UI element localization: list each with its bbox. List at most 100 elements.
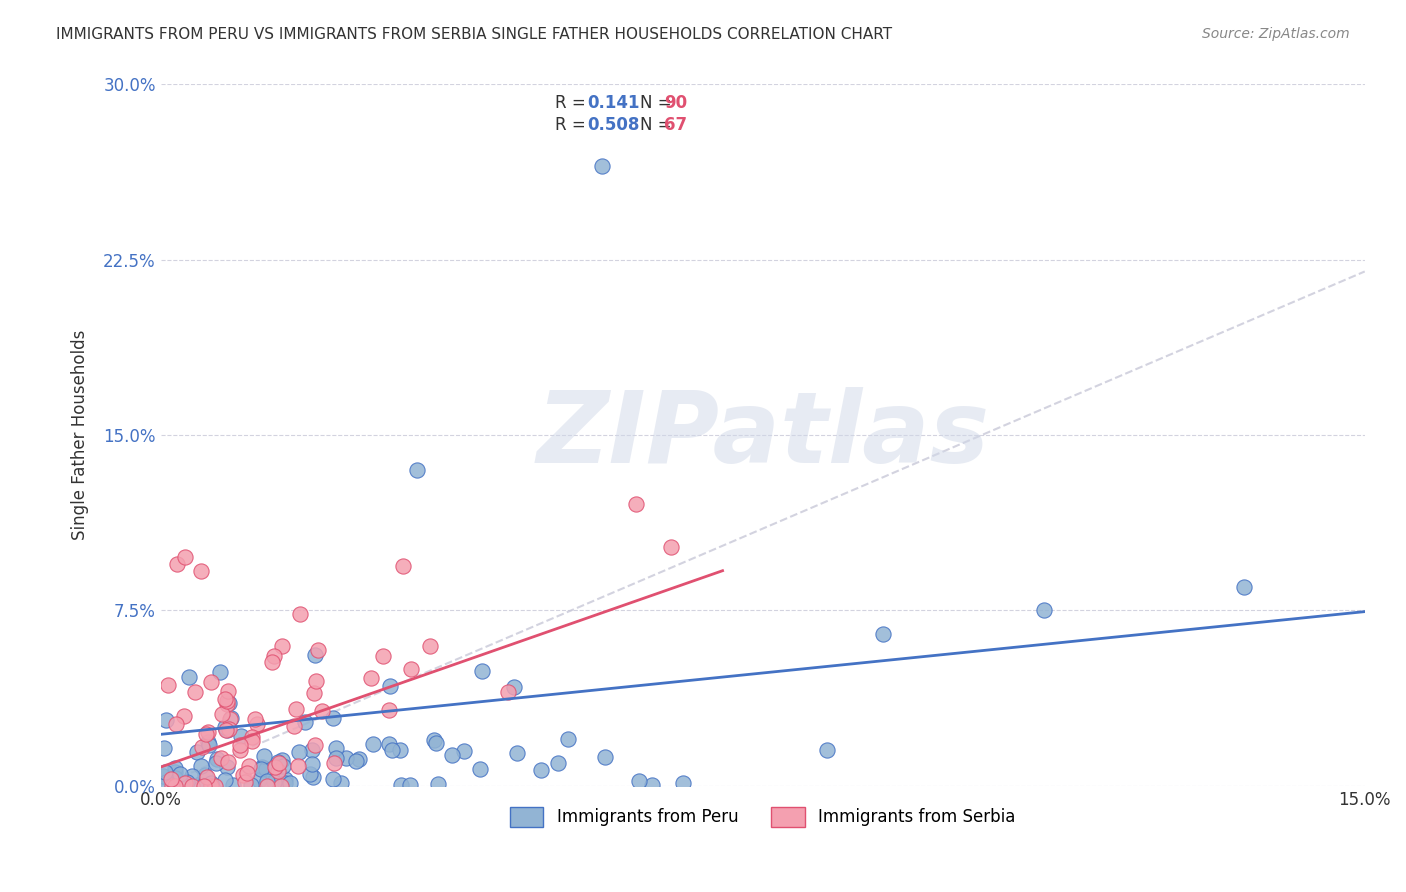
Point [423, 733, 446, 747]
Point [186, 745, 208, 759]
Point [641, 778, 664, 792]
Point [238, 759, 260, 773]
Point [176, 775, 198, 789]
Point [371, 648, 394, 663]
Point [254, 762, 277, 776]
Point [231, 729, 253, 743]
Point [215, 697, 238, 711]
Point [406, 463, 429, 477]
Point [218, 723, 240, 737]
Point [505, 746, 527, 760]
Point [256, 774, 278, 789]
Y-axis label: Single Father Households: Single Father Households [72, 330, 89, 541]
Point [235, 765, 257, 780]
Point [195, 770, 218, 784]
Point [173, 549, 195, 564]
Point [389, 778, 412, 792]
Text: IMMIGRANTS FROM PERU VS IMMIGRANTS FROM SERBIA SINGLE FATHER HOUSEHOLDS CORRELAT: IMMIGRANTS FROM PERU VS IMMIGRANTS FROM … [56, 27, 893, 42]
Point [274, 776, 297, 790]
Point [271, 759, 294, 773]
Point [389, 742, 412, 756]
Text: 90: 90 [664, 94, 686, 112]
Point [160, 772, 183, 786]
Point [177, 670, 200, 684]
Point [329, 775, 352, 789]
Point [287, 758, 309, 772]
Point [267, 764, 290, 778]
Point [211, 707, 233, 722]
Point [530, 764, 553, 778]
Point [283, 719, 305, 733]
Point [222, 778, 245, 792]
Point [301, 757, 323, 772]
Point [381, 742, 404, 756]
Point [270, 640, 292, 654]
Point [155, 714, 177, 728]
Point [425, 736, 447, 750]
Point [378, 737, 401, 751]
Point [815, 743, 838, 757]
Point [278, 776, 301, 790]
Point [419, 640, 441, 654]
Point [360, 672, 382, 686]
Point [197, 735, 219, 749]
Point [335, 751, 357, 765]
Point [322, 772, 344, 786]
Point [163, 765, 186, 780]
Text: ZIPatlas: ZIPatlas [536, 386, 990, 483]
Text: N =: N = [640, 94, 671, 112]
Point [194, 768, 217, 782]
Point [162, 779, 184, 793]
Point [557, 731, 579, 746]
Point [401, 662, 423, 676]
Text: 0.141: 0.141 [588, 94, 640, 112]
Point [153, 765, 176, 780]
Legend: Immigrants from Peru, Immigrants from Serbia: Immigrants from Peru, Immigrants from Se… [503, 800, 1022, 833]
Point [304, 648, 326, 663]
Point [305, 674, 328, 689]
Point [626, 497, 648, 511]
Point [267, 755, 290, 769]
Point [200, 777, 222, 791]
Point [217, 760, 239, 774]
Point [547, 756, 569, 771]
Text: Source: ZipAtlas.com: Source: ZipAtlas.com [1202, 27, 1350, 41]
Point [361, 737, 384, 751]
Point [426, 777, 449, 791]
Point [591, 159, 613, 173]
Point [253, 748, 276, 763]
Point [872, 627, 894, 641]
Point [471, 664, 494, 678]
Point [250, 760, 273, 774]
Point [240, 730, 263, 744]
Point [246, 717, 269, 731]
Point [302, 770, 325, 784]
Point [302, 686, 325, 700]
Point [209, 665, 232, 679]
Point [284, 702, 307, 716]
Point [245, 712, 267, 726]
Point [347, 751, 370, 765]
Point [214, 772, 236, 787]
Point [304, 738, 326, 752]
Point [198, 739, 221, 753]
Point [274, 772, 297, 786]
Point [157, 677, 180, 691]
Point [191, 740, 214, 755]
Point [152, 769, 174, 783]
Point [229, 738, 252, 752]
Point [184, 684, 207, 698]
Point [218, 696, 240, 710]
Point [453, 744, 475, 758]
Point [240, 734, 263, 748]
Point [188, 777, 211, 791]
Point [232, 768, 254, 782]
Point [263, 775, 285, 789]
Point [153, 740, 176, 755]
Point [441, 747, 464, 762]
Point [322, 711, 344, 725]
Point [214, 720, 236, 734]
Point [204, 756, 226, 771]
Point [173, 776, 195, 790]
Point [180, 779, 202, 793]
